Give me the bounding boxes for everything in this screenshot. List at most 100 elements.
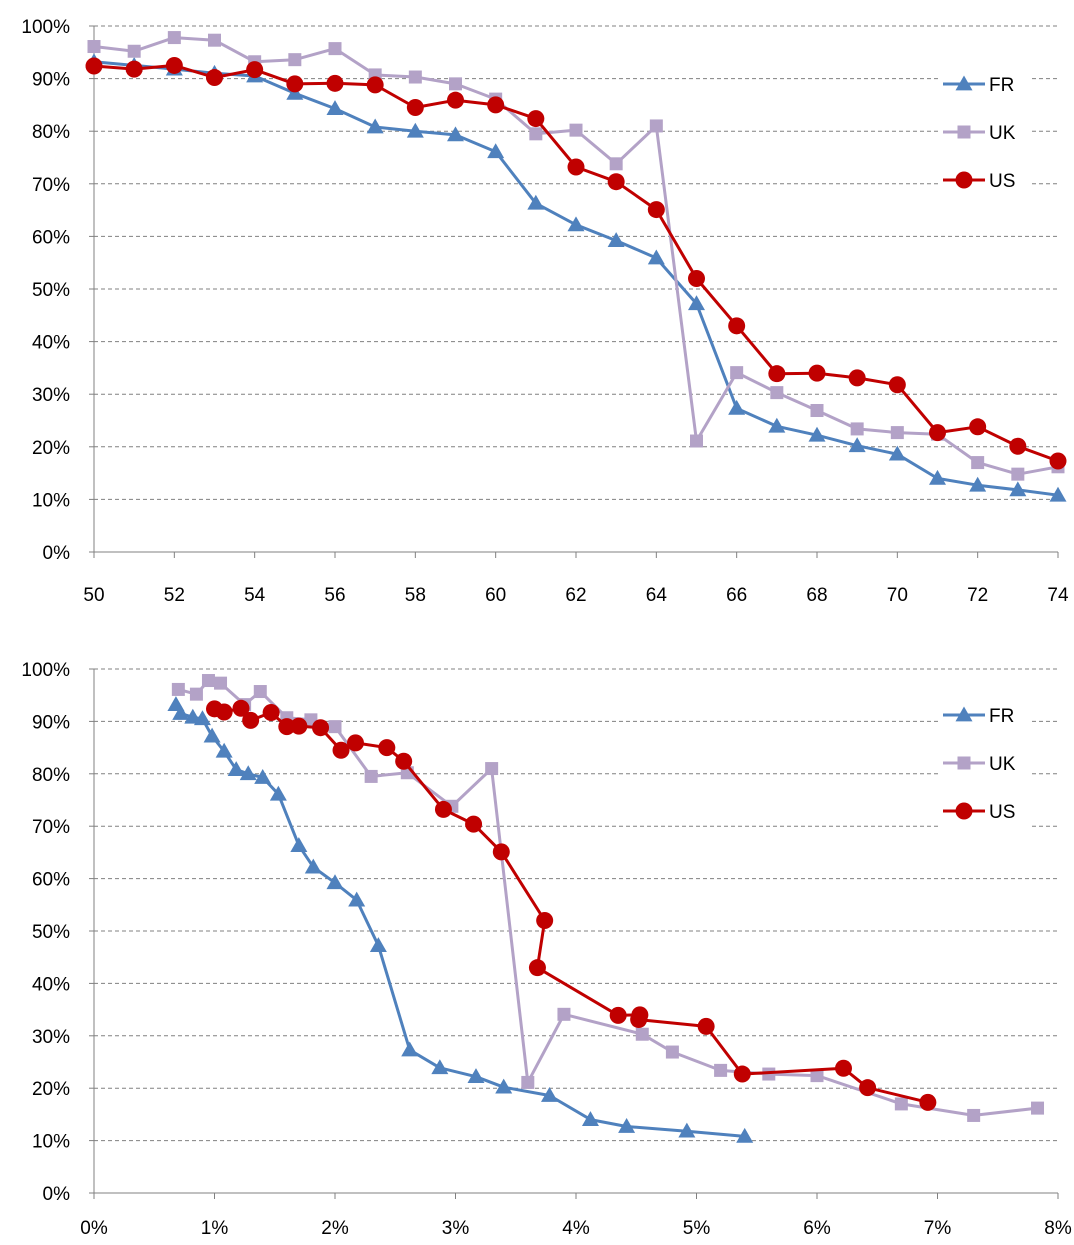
data-point-uk: [521, 1075, 535, 1089]
legend-item-uk: UK: [939, 116, 1031, 148]
legend: FR UK US: [939, 699, 1031, 827]
data-point-fr: [290, 837, 308, 852]
y-tick-label: 100%: [21, 660, 70, 681]
data-point-fr: [728, 399, 746, 415]
data-point-us: [246, 61, 264, 79]
data-point-us: [290, 717, 308, 735]
legend-label: US: [989, 171, 1015, 192]
data-point-fr: [678, 1122, 696, 1138]
data-point-fr: [495, 1078, 513, 1094]
x-tick-label: 52: [164, 585, 185, 606]
data-point-us: [278, 718, 296, 736]
data-point-uk: [971, 456, 985, 470]
x-tick-label: 0%: [80, 1218, 108, 1239]
legend-item-fr: FR: [939, 699, 1031, 731]
data-point-fr: [366, 118, 384, 134]
data-point-us: [434, 800, 452, 818]
data-point-fr: [326, 874, 344, 890]
data-point-us: [465, 815, 483, 833]
data-point-fr: [348, 891, 366, 907]
legend-item-fr: FR: [939, 68, 1031, 100]
data-point-us: [647, 201, 665, 219]
data-point-uk: [890, 426, 904, 440]
legend-label: FR: [989, 706, 1014, 727]
data-point-us: [206, 69, 223, 87]
data-point-fr: [688, 295, 705, 311]
x-tick-label: 70: [887, 585, 908, 606]
data-point-fr: [618, 1117, 636, 1133]
data-point-uk: [201, 674, 215, 688]
data-point-fr: [369, 937, 387, 953]
x-tick-label: 7%: [924, 1218, 952, 1239]
data-point-us: [808, 364, 826, 382]
data-point-uk: [690, 434, 703, 448]
data-point-uk: [167, 31, 181, 45]
data-point-us: [487, 96, 505, 114]
data-point-fr: [647, 249, 665, 265]
y-tick-label: 50%: [32, 280, 70, 301]
legend-item-uk: UK: [939, 747, 1031, 779]
data-point-fr: [1049, 486, 1067, 502]
chart-2: 0% 10% 20% 30% 40% 50% 60% 70% 80% 90% 100% 0% 1% 2% 3…: [21, 660, 1071, 1239]
data-point-fr: [581, 1111, 599, 1127]
series-us: [206, 699, 937, 1111]
legend-swatch-marker: [955, 171, 973, 189]
data-point-us: [447, 91, 464, 109]
data-point-us: [929, 424, 946, 442]
legend-item-us: US: [939, 164, 1031, 196]
data-point-uk: [714, 1063, 728, 1077]
x-tick-label: 60: [485, 585, 506, 606]
data-point-uk: [171, 682, 185, 696]
chart-1: 0% 10% 20% 30% 40% 50% 60% 70% 80% 90% 100% 50 52 54 5…: [21, 17, 1069, 606]
data-point-uk: [635, 1027, 649, 1041]
data-point-us: [528, 959, 546, 977]
data-point-uk: [189, 687, 203, 701]
x-tick-label: 50: [83, 585, 104, 606]
data-point-fr: [203, 727, 221, 743]
x-tick-label: 6%: [803, 1218, 831, 1239]
y-tick-label: 30%: [32, 385, 70, 406]
data-point-uk: [967, 1108, 981, 1122]
x-tick-label: 1%: [201, 1218, 229, 1239]
data-point-fr: [736, 1127, 754, 1143]
data-point-fr: [215, 742, 233, 758]
data-point-fr: [269, 785, 287, 801]
data-point-us: [607, 173, 625, 191]
data-point-us: [609, 1006, 627, 1024]
series-line-fr: [174, 703, 745, 1138]
data-point-us: [242, 711, 260, 729]
data-point-fr: [1009, 481, 1027, 497]
data-point-fr: [239, 765, 257, 781]
data-point-us: [378, 739, 396, 757]
y-tick-label: 90%: [32, 70, 70, 91]
y-tick-label: 20%: [32, 438, 70, 459]
data-point-uk: [569, 123, 583, 137]
data-point-uk: [288, 53, 302, 67]
series-fr: [167, 696, 754, 1143]
legend-swatch-marker: [957, 125, 971, 139]
legend-label: UK: [989, 123, 1016, 144]
x-tick-label: 66: [726, 585, 747, 606]
data-point-us: [567, 158, 585, 176]
data-point-uk: [665, 1045, 679, 1059]
data-point-fr: [888, 445, 906, 461]
x-tick-label: 54: [244, 585, 266, 606]
y-tick-label: 80%: [32, 765, 70, 786]
data-point-us: [1049, 452, 1067, 470]
legend-label: US: [989, 802, 1015, 823]
data-point-us: [326, 74, 344, 92]
series-line-us: [214, 706, 929, 1104]
data-point-fr: [447, 126, 464, 142]
data-point-us: [395, 752, 413, 770]
data-point-us: [332, 741, 350, 759]
data-point-us: [125, 60, 143, 78]
y-tick-label: 10%: [32, 1132, 70, 1153]
data-point-us: [733, 1065, 751, 1083]
data-point-uk: [408, 70, 422, 84]
data-point-uk: [328, 720, 342, 734]
series-uk: [171, 674, 1045, 1122]
data-point-uk: [328, 42, 342, 56]
data-point-fr: [929, 469, 946, 485]
data-point-fr: [406, 122, 424, 138]
